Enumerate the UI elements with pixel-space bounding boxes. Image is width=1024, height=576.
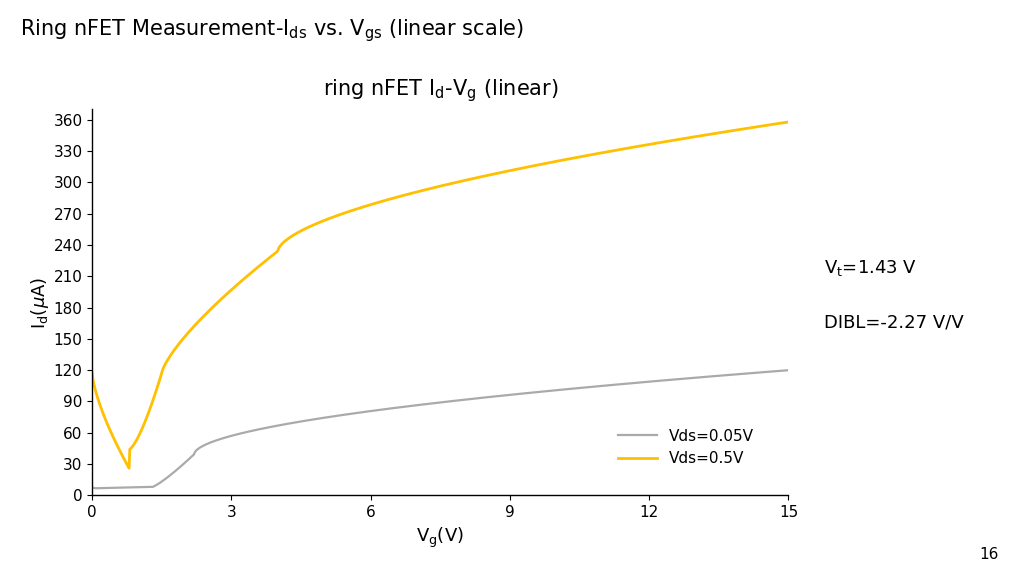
Text: 16: 16 (979, 547, 998, 562)
Vds=0.5V (565, 155, 578, 162)
Vds=0.5V (123, 465, 135, 472)
Vds=0.05V (642, 378, 654, 385)
Vds=0.05V (782, 367, 795, 374)
Vds=0.05V (158, 476, 170, 483)
Vds=0.05V (565, 385, 578, 392)
Title: ring nFET $\mathregular{I_d}$-$\mathregular{V_g}$ (linear): ring nFET $\mathregular{I_d}$-$\mathregu… (323, 77, 558, 104)
Line: Vds=0.5V: Vds=0.5V (92, 122, 788, 468)
Text: $\mathregular{V_t}$=1.43 V: $\mathregular{V_t}$=1.43 V (824, 258, 918, 278)
X-axis label: $\mathregular{V_g}$(V): $\mathregular{V_g}$(V) (417, 526, 464, 550)
Vds=0.5V (393, 193, 406, 200)
Vds=0.05V (369, 407, 381, 414)
Vds=0.05V (86, 484, 98, 491)
Vds=0.5V (158, 363, 170, 370)
Vds=0.05V (89, 485, 101, 492)
Y-axis label: $\mathregular{I_d}$($\mu$A): $\mathregular{I_d}$($\mu$A) (29, 276, 50, 328)
Vds=0.05V (630, 380, 642, 386)
Vds=0.5V (642, 141, 654, 148)
Vds=0.05V (393, 404, 406, 411)
Text: Ring nFET Measurement-$\mathregular{I_{ds}}$ vs. $\mathregular{V_{gs}}$ (linear : Ring nFET Measurement-$\mathregular{I_{d… (20, 17, 524, 44)
Legend: Vds=0.05V, Vds=0.5V: Vds=0.05V, Vds=0.5V (612, 422, 760, 472)
Vds=0.5V (86, 369, 98, 376)
Vds=0.5V (782, 119, 795, 126)
Text: DIBL=-2.27 V/V: DIBL=-2.27 V/V (824, 313, 964, 332)
Line: Vds=0.05V: Vds=0.05V (92, 370, 788, 488)
Vds=0.5V (369, 200, 381, 207)
Vds=0.5V (630, 143, 642, 150)
